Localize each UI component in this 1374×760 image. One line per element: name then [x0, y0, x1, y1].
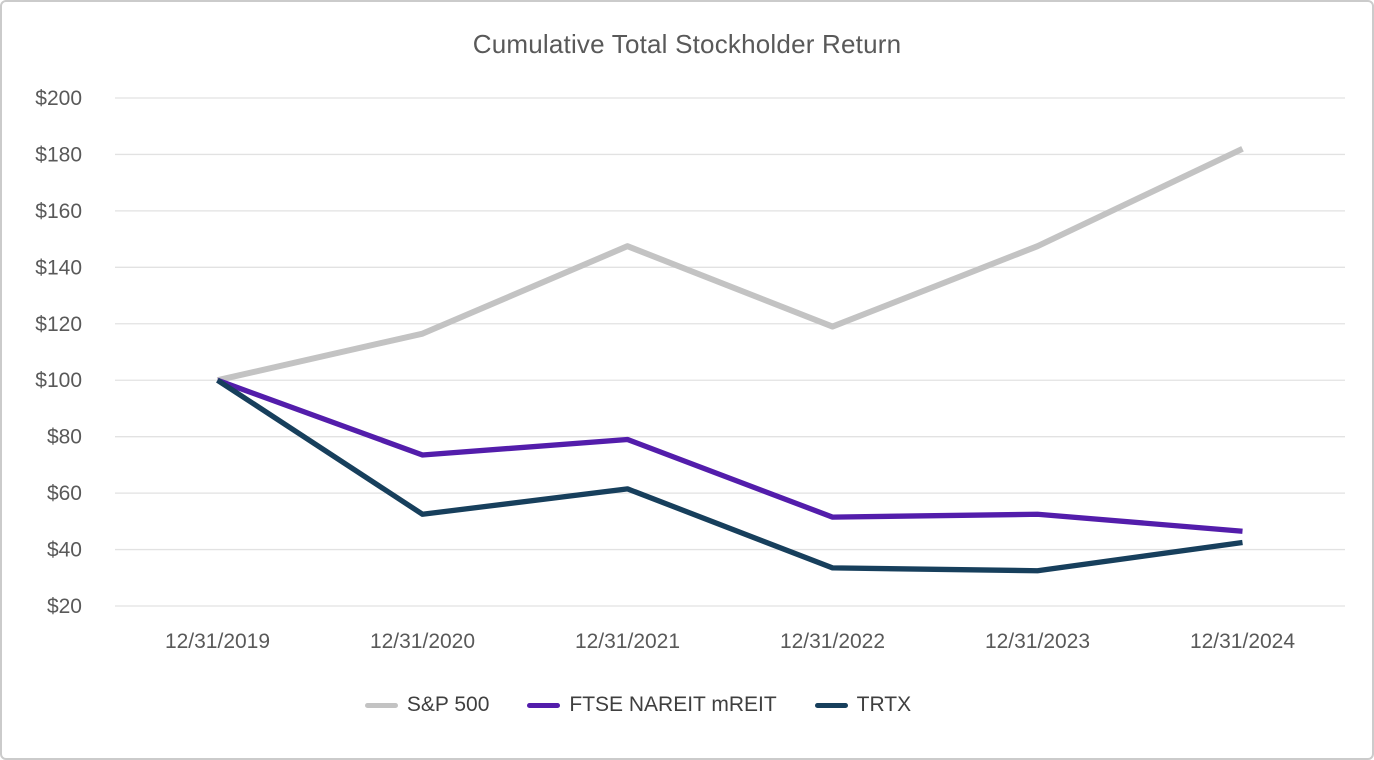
legend-line-swatch-ftse-nareit-mreit — [527, 702, 561, 708]
x-tick-label: 12/31/2021 — [575, 630, 680, 653]
series-line-trtx — [216, 378, 1243, 574]
legend-line-swatch-s-p-500 — [364, 702, 398, 708]
x-tick-label: 12/31/2022 — [780, 630, 885, 653]
legend-label-s-p-500: S&P 500 — [406, 693, 490, 716]
y-tick-label: $80 — [47, 426, 82, 449]
legend-item-ftse-nareit-mreit: FTSE NAREIT mREIT — [527, 693, 777, 717]
y-tick-label: $160 — [35, 200, 82, 223]
y-tick-label: $100 — [35, 369, 82, 392]
x-tick-label: 12/31/2023 — [985, 630, 1090, 653]
y-tick-label: $40 — [47, 539, 82, 562]
y-tick-label: $120 — [35, 313, 82, 336]
y-tick-label: $60 — [47, 482, 82, 505]
legend-label-ftse-nareit-mreit: FTSE NAREIT mREIT — [569, 693, 777, 716]
x-tick-label: 12/31/2020 — [370, 630, 475, 653]
y-tick-label: $180 — [35, 143, 82, 166]
x-tick-label: 12/31/2019 — [165, 630, 270, 653]
y-tick-label: $20 — [47, 595, 82, 618]
legend-label-trtx: TRTX — [856, 693, 912, 716]
series-line-s-p-500 — [216, 146, 1244, 384]
chart-legend: S&P 500 FTSE NAREIT mREIT TRTX — [2, 693, 1372, 717]
x-tick-label: 12/31/2024 — [1190, 630, 1295, 653]
legend-item-trtx: TRTX — [814, 693, 912, 717]
y-tick-label: $140 — [35, 256, 82, 279]
y-tick-label: $200 — [35, 87, 82, 110]
series-line-ftse-nareit-mreit — [216, 377, 1243, 534]
legend-item-s-p-500: S&P 500 — [364, 693, 490, 717]
legend-line-swatch-trtx — [814, 702, 848, 708]
chart-title: Cumulative Total Stockholder Return — [472, 29, 902, 59]
